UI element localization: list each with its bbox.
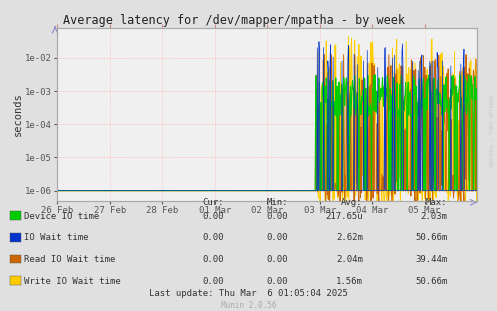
Text: 217.65u: 217.65u bbox=[325, 212, 363, 220]
Text: 2.62m: 2.62m bbox=[336, 234, 363, 242]
Text: 0.00: 0.00 bbox=[267, 234, 288, 242]
Text: 0.00: 0.00 bbox=[267, 255, 288, 264]
Text: 0.00: 0.00 bbox=[267, 277, 288, 286]
Text: Max:: Max: bbox=[426, 198, 447, 207]
Text: Avg:: Avg: bbox=[341, 198, 363, 207]
Text: 0.00: 0.00 bbox=[267, 212, 288, 220]
Text: 0.00: 0.00 bbox=[202, 277, 224, 286]
Text: IO Wait time: IO Wait time bbox=[24, 234, 88, 242]
Text: Average latency for /dev/mapper/mpatha - by week: Average latency for /dev/mapper/mpatha -… bbox=[63, 14, 405, 27]
Text: 1.56m: 1.56m bbox=[336, 277, 363, 286]
Text: 39.44m: 39.44m bbox=[415, 255, 447, 264]
Text: 2.03m: 2.03m bbox=[420, 212, 447, 220]
Text: Munin 2.0.56: Munin 2.0.56 bbox=[221, 301, 276, 310]
Text: 50.66m: 50.66m bbox=[415, 277, 447, 286]
Text: Read IO Wait time: Read IO Wait time bbox=[24, 255, 115, 264]
Y-axis label: seconds: seconds bbox=[13, 92, 23, 136]
Text: Cur:: Cur: bbox=[202, 198, 224, 207]
Text: 0.00: 0.00 bbox=[202, 255, 224, 264]
Text: Min:: Min: bbox=[267, 198, 288, 207]
Text: RRDTOOL / TOBI OETIKER: RRDTOOL / TOBI OETIKER bbox=[490, 95, 495, 166]
Text: 0.00: 0.00 bbox=[202, 234, 224, 242]
Text: Device IO time: Device IO time bbox=[24, 212, 99, 220]
Text: Write IO Wait time: Write IO Wait time bbox=[24, 277, 121, 286]
Text: Last update: Thu Mar  6 01:05:04 2025: Last update: Thu Mar 6 01:05:04 2025 bbox=[149, 290, 348, 298]
Text: 2.04m: 2.04m bbox=[336, 255, 363, 264]
Text: 50.66m: 50.66m bbox=[415, 234, 447, 242]
Text: 0.00: 0.00 bbox=[202, 212, 224, 220]
